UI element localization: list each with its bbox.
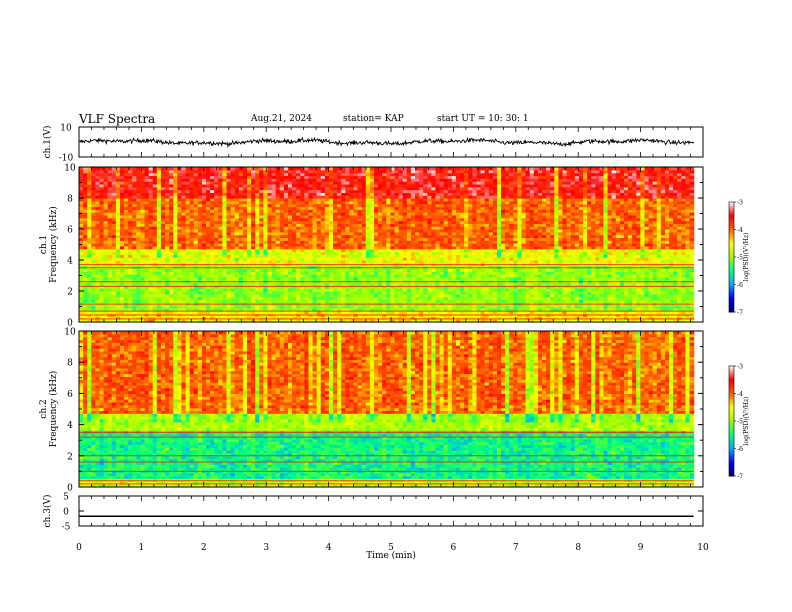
- y-tick-label: -5: [62, 523, 71, 533]
- colorbar-tick-label: -6: [737, 446, 743, 453]
- x-tick-label: 4: [326, 543, 332, 553]
- colorbar-tick-label: -7: [737, 310, 743, 317]
- x-tick-label: 2: [201, 543, 207, 553]
- x-tick-label: 3: [263, 543, 269, 553]
- y-tick-label: 8: [67, 195, 73, 205]
- x-axis-label: Time (min): [366, 550, 416, 561]
- x-tick-label: 8: [575, 543, 581, 553]
- panel-label: ch.2: [39, 399, 49, 418]
- y-tick-label: 10: [64, 328, 76, 338]
- y-tick-label: 2: [67, 452, 73, 462]
- colorbar-tick-label: -6: [737, 282, 743, 289]
- y-axis-label: ch.3(V): [42, 495, 53, 528]
- x-tick-label: 6: [451, 543, 457, 553]
- y-tick-label: 5: [63, 493, 69, 503]
- x-tick-label: 0: [76, 543, 82, 553]
- ch1-waveform-line: [79, 138, 694, 147]
- colorbar-label: log(PSD)(V²/Hz): [743, 397, 750, 446]
- colorbar: [729, 202, 734, 313]
- y-tick-label: 10: [60, 124, 72, 134]
- y-tick-label: 0: [63, 508, 69, 518]
- y-tick-label: 4: [67, 421, 73, 431]
- colorbar-label: log(PSD)(V²/Hz): [743, 233, 750, 282]
- colorbar-tick-label: -7: [737, 474, 743, 481]
- y-axis-label: Frequency (kHz): [48, 206, 59, 283]
- y-axis-label: ch.1(V): [42, 126, 53, 159]
- y-tick-label: 2: [67, 288, 73, 298]
- y-tick-label: 10: [64, 164, 76, 174]
- colorbar-tick-label: -3: [737, 364, 743, 371]
- panel-label: ch.1: [39, 235, 49, 254]
- y-tick-label: 6: [67, 226, 73, 236]
- x-tick-label: 10: [697, 543, 709, 553]
- ch3-waveform-band: [79, 516, 694, 518]
- colorbar: [729, 366, 734, 477]
- x-tick-label: 7: [513, 543, 519, 553]
- x-tick-label: 1: [139, 543, 145, 553]
- y-tick-label: 6: [67, 390, 73, 400]
- y-tick-label: 8: [67, 359, 73, 369]
- y-axis-label: Frequency (kHz): [48, 371, 59, 448]
- x-tick-label: 9: [638, 543, 644, 553]
- ch2-spectrogram-image: [79, 331, 694, 488]
- ch1-spectrogram-image: [79, 167, 694, 323]
- colorbar-tick-label: -3: [737, 200, 743, 207]
- y-tick-label: 4: [67, 257, 73, 267]
- y-tick-label: -10: [59, 154, 74, 164]
- vlf-spectra-figure: 10-10ch.1(V)0246810ch.1 Frequency (kHz)-3…: [0, 0, 792, 612]
